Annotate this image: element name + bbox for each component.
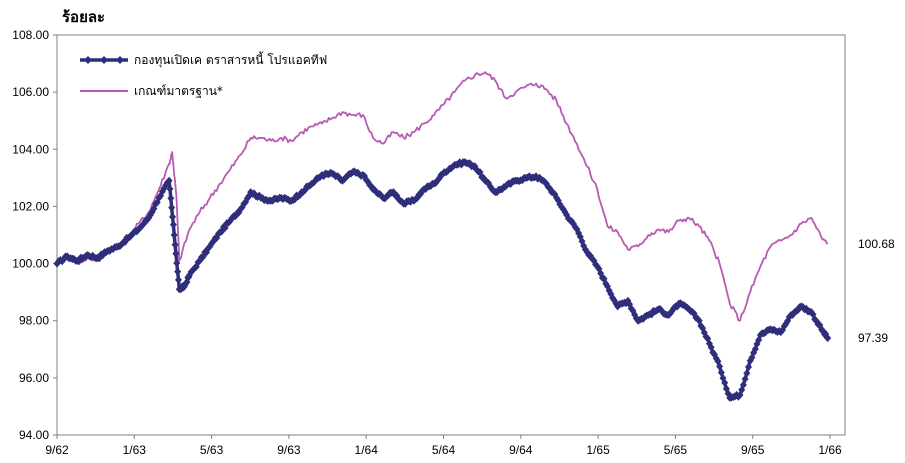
y-tick-label: 106.00 [12, 85, 49, 99]
series-point-fund [716, 362, 724, 371]
y-tick-label: 96.00 [19, 371, 49, 385]
series-point-fund [166, 184, 174, 193]
series-point-fund [165, 176, 173, 185]
x-tick-label: 5/64 [432, 443, 456, 457]
x-tick-label: 1/64 [355, 443, 379, 457]
series-point-fund [173, 259, 181, 268]
series-point-fund [169, 220, 177, 229]
series-line-benchmark [56, 71, 829, 322]
series-point-fund [169, 212, 177, 221]
y-axis: 94.00 96.00 98.00 100.00 102.00 104.00 106.00 1… [12, 28, 57, 442]
y-tick-label: 108.00 [12, 28, 49, 42]
series-point-fund [174, 275, 182, 284]
plot-area [56, 34, 846, 436]
y-tick-label: 94.00 [19, 428, 49, 442]
series-point-fund [171, 240, 179, 249]
x-tick-label: 5/63 [200, 443, 224, 457]
y-tick-label: 104.00 [12, 142, 49, 156]
end-label-benchmark: 100.68 [858, 237, 895, 251]
series-point-fund [167, 194, 175, 203]
series-point-fund [824, 334, 832, 343]
x-tick-label: 1/63 [123, 443, 147, 457]
legend-marker-fund [100, 56, 108, 64]
x-tick-label: 5/65 [664, 443, 688, 457]
series-point-fund [744, 363, 752, 372]
series-layer [53, 71, 832, 402]
series-point-fund [60, 255, 68, 264]
y-axis-unit-label: ร้อยละ [62, 8, 105, 26]
x-axis: 9/62 1/63 5/63 9/63 1/64 5/64 9/64 1/65 5/65 9/65… [45, 435, 842, 457]
x-tick-label: 9/64 [509, 443, 533, 457]
legend-marker-fund [84, 56, 92, 64]
x-tick-label: 9/62 [45, 443, 69, 457]
series-point-fund [743, 369, 751, 378]
x-tick-label: 9/63 [277, 443, 301, 457]
series-point-fund [721, 378, 729, 387]
y-tick-label: 100.00 [12, 257, 49, 271]
series-point-fund [170, 231, 178, 239]
end-labels: 97.39 100.68 [858, 237, 895, 345]
series-point-fund [168, 203, 176, 212]
x-tick-label: 1/65 [586, 443, 610, 457]
y-tick-label: 102.00 [12, 199, 49, 213]
legend-label-benchmark: เกณฑ์มาตรฐาน* [134, 84, 223, 98]
x-tick-label: 1/66 [818, 443, 842, 457]
series-point-fund [250, 189, 258, 198]
legend-marker-fund [116, 56, 124, 64]
y-tick-label: 98.00 [19, 314, 49, 328]
end-label-fund: 97.39 [858, 331, 888, 345]
legend-label-fund: กองทุนเปิดเค ตราสารหนี้ โปรแอคทีฟ [134, 51, 327, 68]
legend: กองทุนเปิดเค ตราสารหนี้ โปรแอคทีฟ เกณฑ์ม… [80, 51, 327, 98]
series-point-fund [174, 267, 182, 276]
x-tick-label: 9/65 [741, 443, 765, 457]
series-point-fund [172, 249, 180, 258]
